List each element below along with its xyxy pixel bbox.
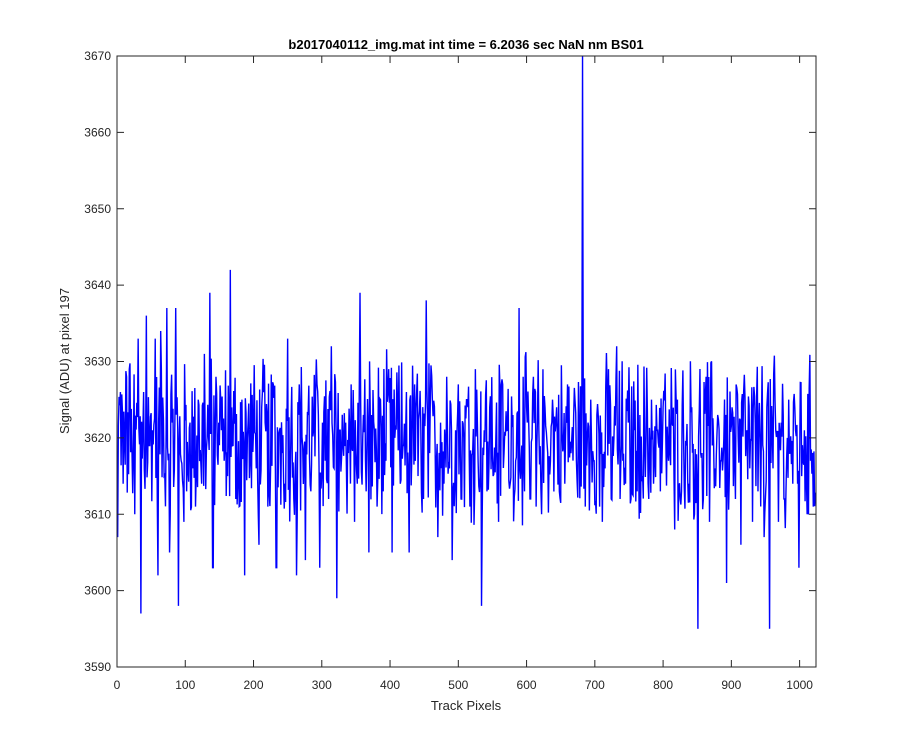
ticks-layer: 0 100 200 300 400 500 600 700 800 900 1000 3590 3600… <box>84 49 816 692</box>
x-tick-label: 200 <box>244 678 264 692</box>
y-tick-label: 3610 <box>84 507 111 521</box>
x-axis-label: Track Pixels <box>431 698 502 713</box>
x-tick-label: 400 <box>380 678 400 692</box>
y-tick-label: 3590 <box>84 660 111 674</box>
y-tick-label: 3660 <box>84 125 111 139</box>
x-tick-label: 900 <box>721 678 741 692</box>
x-tick-label: 600 <box>517 678 537 692</box>
x-tick-label: 1000 <box>786 678 813 692</box>
chart-title: b2017040112_img.mat int time = 6.2036 se… <box>288 37 643 52</box>
y-tick-label: 3600 <box>84 584 111 598</box>
plot-background <box>117 56 816 667</box>
x-tick-label: 300 <box>312 678 332 692</box>
x-tick-label: 0 <box>114 678 121 692</box>
x-tick-label: 800 <box>653 678 673 692</box>
x-tick-label: 100 <box>175 678 195 692</box>
series-line-0 <box>117 56 816 629</box>
y-axis-label: Signal (ADU) at pixel 197 <box>57 288 72 434</box>
y-tick-label: 3620 <box>84 431 111 445</box>
data-layer <box>117 56 816 629</box>
x-tick-label: 700 <box>585 678 605 692</box>
y-tick-label: 3640 <box>84 278 111 292</box>
x-tick-label: 500 <box>448 678 468 692</box>
y-tick-label: 3670 <box>84 49 111 63</box>
y-tick-label: 3630 <box>84 355 111 369</box>
y-tick-label: 3650 <box>84 202 111 216</box>
